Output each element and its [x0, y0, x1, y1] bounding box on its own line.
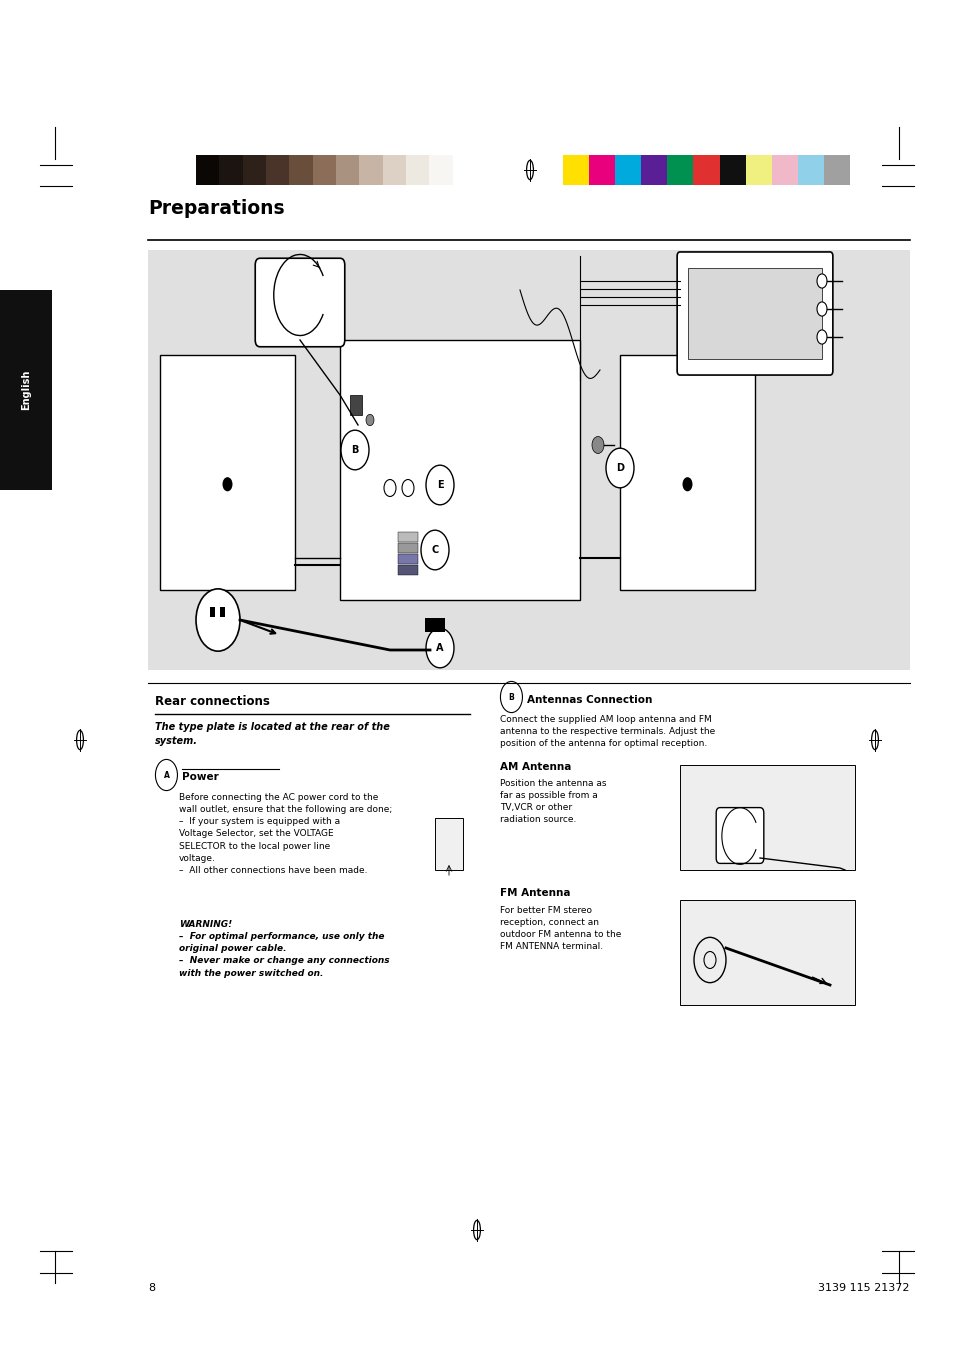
Bar — [679, 765, 854, 870]
Bar — [667, 155, 693, 185]
Bar — [210, 607, 214, 617]
Circle shape — [816, 330, 826, 345]
Text: D: D — [616, 463, 623, 473]
Text: E: E — [436, 480, 443, 490]
Bar — [219, 155, 242, 185]
Text: Before connecting the AC power cord to the
wall outlet, ensure that the followin: Before connecting the AC power cord to t… — [178, 793, 392, 875]
Bar — [615, 155, 640, 185]
FancyArrowPatch shape — [242, 621, 274, 634]
Bar — [397, 543, 417, 553]
Bar — [242, 155, 266, 185]
Circle shape — [500, 681, 522, 712]
Text: B: B — [351, 444, 358, 455]
Text: English: English — [21, 370, 30, 411]
Bar — [350, 394, 361, 415]
Bar — [424, 617, 444, 632]
Circle shape — [426, 628, 454, 667]
Bar — [195, 155, 219, 185]
Bar — [406, 155, 429, 185]
Text: B: B — [508, 693, 514, 701]
Circle shape — [420, 530, 449, 570]
Bar — [452, 155, 476, 185]
Bar — [289, 155, 313, 185]
Circle shape — [195, 589, 240, 651]
Bar — [687, 267, 821, 359]
Bar — [797, 155, 823, 185]
Text: Rear connections: Rear connections — [154, 694, 270, 708]
Bar — [640, 155, 667, 185]
Bar — [619, 355, 754, 590]
Bar — [429, 155, 452, 185]
Text: The type plate is located at the rear of the
system.: The type plate is located at the rear of… — [154, 721, 390, 746]
Text: A: A — [436, 643, 443, 653]
Bar — [160, 355, 294, 590]
Circle shape — [816, 274, 826, 288]
Text: C: C — [431, 544, 438, 555]
Bar — [679, 900, 854, 1005]
Bar — [693, 155, 719, 185]
Text: Position the antenna as
far as possible from a
TV,VCR or other
radiation source.: Position the antenna as far as possible … — [499, 780, 606, 824]
Text: Preparations: Preparations — [148, 199, 284, 218]
Bar — [719, 155, 745, 185]
Circle shape — [605, 449, 634, 488]
Bar — [771, 155, 797, 185]
Bar — [397, 532, 417, 542]
Bar — [335, 155, 359, 185]
Text: AM Antenna: AM Antenna — [499, 762, 571, 771]
Text: 8: 8 — [148, 1283, 155, 1293]
Circle shape — [155, 759, 177, 790]
Text: 3139 115 21372: 3139 115 21372 — [818, 1283, 909, 1293]
Text: Antennas Connection: Antennas Connection — [526, 694, 652, 705]
Bar — [397, 554, 417, 563]
FancyBboxPatch shape — [716, 808, 763, 863]
Text: Connect the supplied AM loop antenna and FM
antenna to the respective terminals.: Connect the supplied AM loop antenna and… — [499, 715, 715, 748]
Bar — [745, 155, 771, 185]
Bar — [823, 155, 849, 185]
Text: Power: Power — [181, 771, 218, 782]
Text: WARNING!
–  For optimal performance, use only the
original power cable.
–  Never: WARNING! – For optimal performance, use … — [178, 920, 389, 978]
Bar — [220, 607, 225, 617]
Bar — [266, 155, 289, 185]
Bar — [339, 340, 579, 600]
Bar — [397, 565, 417, 576]
Bar — [0, 290, 52, 490]
Circle shape — [222, 477, 233, 492]
Circle shape — [592, 436, 603, 454]
Circle shape — [426, 465, 454, 505]
Bar — [359, 155, 382, 185]
Circle shape — [681, 477, 692, 492]
FancyBboxPatch shape — [255, 258, 344, 347]
Bar — [148, 250, 909, 670]
Circle shape — [366, 415, 374, 426]
Text: FM Antenna: FM Antenna — [499, 888, 570, 898]
Circle shape — [816, 301, 826, 316]
Circle shape — [340, 430, 369, 470]
Bar — [382, 155, 406, 185]
Bar — [588, 155, 615, 185]
FancyBboxPatch shape — [677, 251, 832, 376]
Text: For better FM stereo
reception, connect an
outdoor FM antenna to the
FM ANTENNA : For better FM stereo reception, connect … — [499, 907, 620, 951]
Bar — [435, 817, 462, 870]
Bar — [313, 155, 335, 185]
Text: A: A — [163, 770, 170, 780]
Bar — [562, 155, 588, 185]
